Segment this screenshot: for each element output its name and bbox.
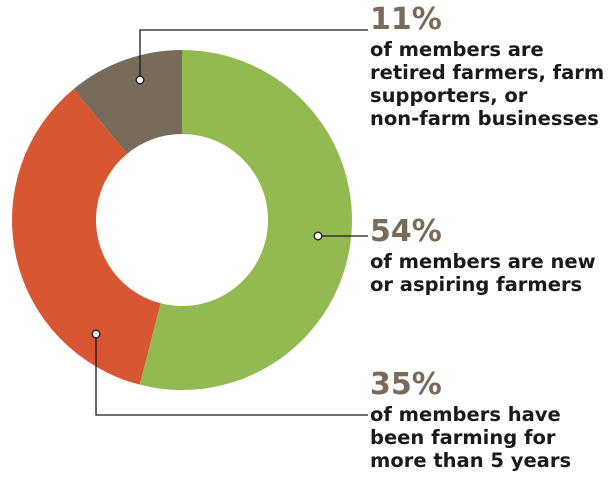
callout-percent: 11%: [370, 2, 442, 37]
callout-line: retired farmers, farm: [370, 61, 605, 84]
donut-slice-54: [139, 50, 352, 390]
callout-line: of members have: [370, 403, 561, 426]
callout-line: of members are new: [370, 250, 596, 273]
callout-line: more than 5 years: [370, 449, 572, 472]
callout-description: of members are new or aspiring farmers: [370, 250, 596, 296]
callout-line: of members are: [370, 38, 544, 61]
callout-retired-farmers: 11% of members are retired farmers, farm…: [370, 2, 604, 131]
leader-dot-35: [91, 329, 101, 339]
leader-line-35: [95, 334, 368, 416]
leader-dot-11: [135, 75, 145, 85]
callout-experienced-farmers: 35% of members have been farming for mor…: [370, 367, 571, 473]
donut-slices: [11, 50, 352, 390]
callout-description: of members have been farming for more th…: [370, 403, 571, 472]
donut-slice-11: [73, 50, 182, 154]
callout-new-farmers: 54% of members are new or aspiring farme…: [370, 214, 596, 297]
callout-line: non-farm businesses: [370, 107, 599, 130]
callout-line: or aspiring farmers: [370, 273, 583, 296]
callout-line: been farming for: [370, 426, 556, 449]
leader-dot-54: [313, 231, 323, 241]
callout-percent: 54%: [370, 214, 442, 249]
callout-percent: 35%: [370, 367, 442, 402]
leader-line-11: [139, 29, 368, 80]
donut-slice-35: [11, 89, 161, 385]
callout-line: supporters, or: [370, 84, 528, 107]
leader-lines: [91, 29, 368, 416]
callout-description: of members are retired farmers, farm sup…: [370, 38, 604, 130]
